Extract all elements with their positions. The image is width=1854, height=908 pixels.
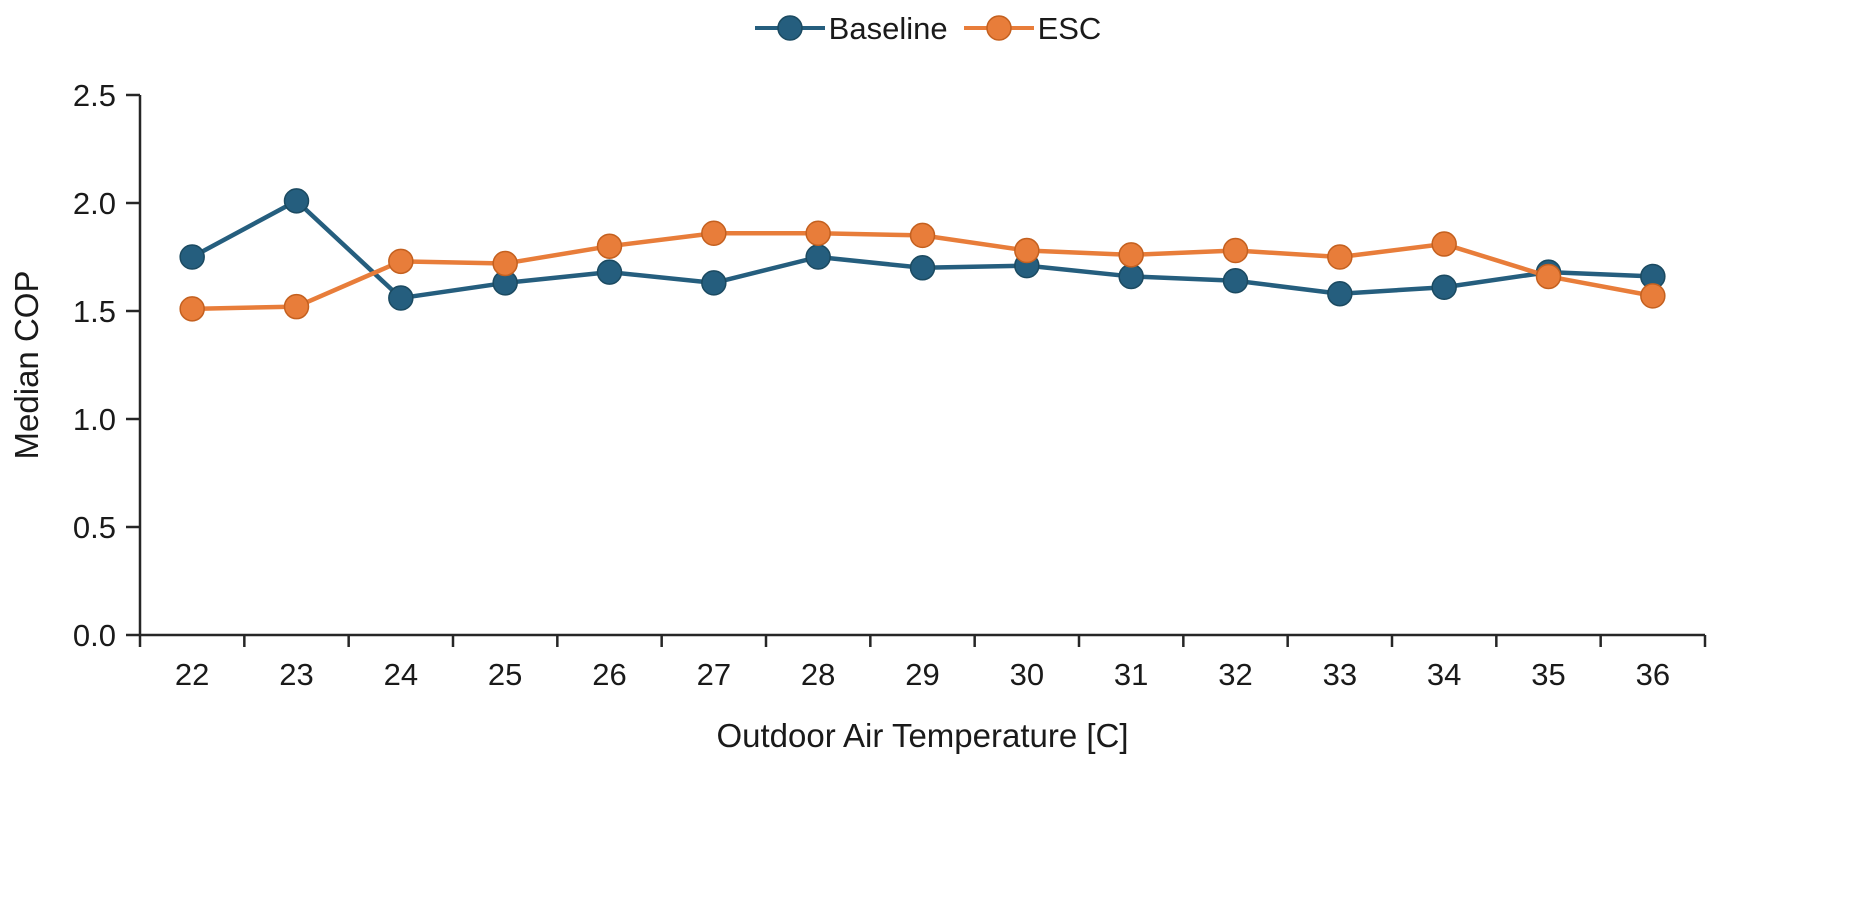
x-tick-label: 24: [384, 657, 418, 692]
data-point-esc-34: [1431, 231, 1457, 257]
data-point-baseline-34: [1431, 274, 1457, 300]
x-tick-label: 23: [279, 657, 313, 692]
data-point-esc-28: [805, 220, 831, 246]
data-point-baseline-29: [909, 255, 936, 281]
y-axis-title: Median COP: [8, 271, 45, 460]
data-point-esc-27: [701, 220, 727, 246]
data-point-baseline-33: [1327, 280, 1353, 307]
x-tick-label: 28: [801, 657, 835, 692]
y-tick-label: 1.5: [73, 294, 116, 329]
x-tick-label: 26: [592, 657, 626, 692]
x-tick-label: 31: [1114, 657, 1148, 692]
legend-item-baseline: Baseline: [753, 12, 948, 44]
data-point-baseline-22: [179, 244, 205, 270]
data-point-baseline-28: [805, 244, 831, 270]
x-tick-label: 33: [1323, 657, 1357, 692]
x-tick-label: 22: [175, 657, 209, 692]
x-tick-label: 35: [1531, 657, 1565, 692]
y-axis-ticks: 0.0 0.5 1.0 1.5 2.0 2.5: [73, 78, 140, 653]
y-tick-label: 0.0: [73, 618, 116, 653]
y-tick-label: 2.5: [73, 78, 116, 113]
data-point-baseline-31: [1118, 263, 1144, 290]
data-point-esc-35: [1535, 263, 1562, 290]
data-point-esc-26: [596, 233, 623, 259]
x-tick-label: 29: [905, 657, 939, 692]
y-tick-label: 1.0: [73, 402, 116, 437]
data-point-esc-31: [1118, 242, 1144, 268]
data-point-esc-33: [1327, 244, 1353, 270]
x-tick-label: 34: [1427, 657, 1461, 692]
data-point-esc-22: [179, 296, 205, 322]
x-tick-label: 27: [697, 657, 731, 692]
legend-item-esc: ESC: [962, 10, 1102, 46]
data-point-baseline-32: [1222, 268, 1249, 294]
data-point-baseline-26: [596, 259, 623, 285]
data-point-esc-25: [492, 250, 518, 277]
chart-legend: Baseline ESC: [0, 6, 1854, 50]
data-point-esc-24: [388, 248, 414, 275]
x-axis-ticks: 22 23 24 25 26 27 28 29 30 31 32 33 34 35 36: [138, 635, 1707, 692]
x-tick-label: 36: [1636, 657, 1670, 692]
y-tick-label: 0.5: [73, 510, 116, 545]
legend-label: ESC: [1037, 10, 1102, 46]
x-tick-label: 32: [1218, 657, 1252, 692]
x-axis-title: Outdoor Air Temperature [C]: [716, 717, 1128, 754]
data-point-esc-32: [1222, 237, 1249, 264]
legend-marker-esc: [963, 15, 1034, 41]
data-point-esc-30: [1014, 237, 1040, 264]
data-point-esc-36: [1640, 283, 1666, 309]
data-point-baseline-27: [701, 270, 727, 296]
x-tick-label: 25: [488, 657, 522, 692]
data-point-baseline-24: [388, 285, 414, 311]
series-markers-esc: [179, 220, 1666, 322]
legend-label: Baseline: [828, 10, 948, 46]
data-point-baseline-23: [283, 188, 310, 214]
series-markers-baseline: [179, 188, 1666, 311]
x-tick-label: 30: [1010, 657, 1044, 692]
data-point-esc-29: [909, 222, 936, 249]
data-point-esc-23: [283, 293, 310, 320]
legend-marker-baseline: [754, 15, 825, 41]
y-tick-label: 2.0: [73, 186, 116, 221]
